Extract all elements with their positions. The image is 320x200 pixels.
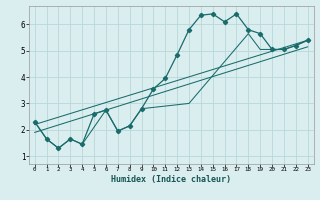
X-axis label: Humidex (Indice chaleur): Humidex (Indice chaleur) (111, 175, 231, 184)
